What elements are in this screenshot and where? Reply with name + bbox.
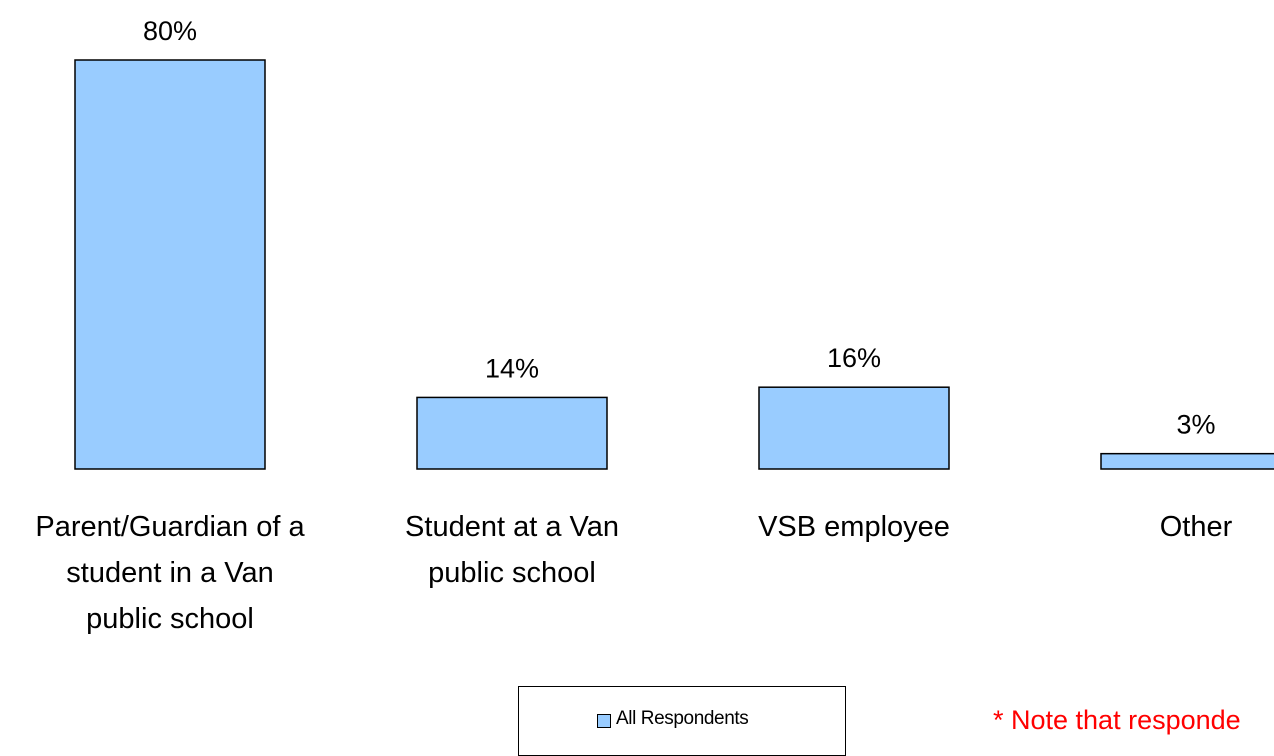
bar-2 bbox=[758, 386, 950, 470]
category-label-0-line-2: public school bbox=[86, 603, 254, 635]
category-label-0: Parent/Guardian of a student in a Van publ… bbox=[35, 511, 305, 635]
category-label-0-line-1: student in a Van bbox=[66, 557, 273, 589]
chart-legend: All Respondents bbox=[518, 686, 846, 756]
bar-3 bbox=[1100, 452, 1274, 470]
category-label-0-line-0: Parent/Guardian of a bbox=[35, 511, 305, 543]
category-label-2-line-0: VSB employee bbox=[758, 511, 950, 543]
data-label-2: 16% bbox=[827, 343, 881, 373]
bar-0 bbox=[74, 59, 266, 470]
category-label-1-line-1: public school bbox=[428, 557, 596, 589]
data-label-1: 14% bbox=[485, 353, 539, 383]
category-label-3-line-0: Other bbox=[1160, 511, 1233, 543]
category-label-2: VSB employee bbox=[758, 511, 950, 543]
legend-swatch bbox=[597, 714, 611, 728]
category-label-1: Student at a Van public school bbox=[405, 511, 619, 589]
data-label-0: 80% bbox=[143, 16, 197, 46]
footnote: * Note that responde bbox=[993, 705, 1241, 735]
bar-1 bbox=[416, 396, 608, 470]
category-label-1-line-0: Student at a Van bbox=[405, 511, 619, 543]
category-label-3: Other bbox=[1160, 511, 1233, 543]
data-label-3: 3% bbox=[1176, 410, 1215, 440]
legend-label: All Respondents bbox=[616, 708, 749, 729]
